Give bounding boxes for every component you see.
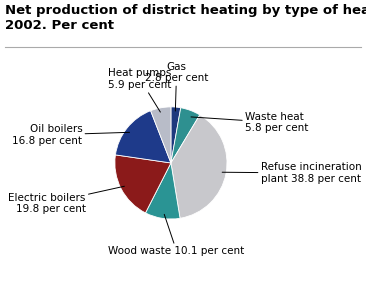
Wedge shape	[145, 163, 180, 219]
Wedge shape	[171, 107, 181, 163]
Wedge shape	[151, 107, 171, 163]
Wedge shape	[115, 111, 171, 163]
Text: Net production of district heating by type of heat central.
2002. Per cent: Net production of district heating by ty…	[5, 4, 366, 32]
Text: Heat pumps
5.9 per cent: Heat pumps 5.9 per cent	[108, 68, 172, 112]
Text: Waste heat
5.8 per cent: Waste heat 5.8 per cent	[191, 112, 308, 133]
Wedge shape	[171, 115, 227, 218]
Text: Refuse incineration
plant 38.8 per cent: Refuse incineration plant 38.8 per cent	[222, 162, 361, 184]
Text: Wood waste 10.1 per cent: Wood waste 10.1 per cent	[108, 214, 244, 256]
Wedge shape	[171, 108, 200, 163]
Text: Oil boilers
16.8 per cent: Oil boilers 16.8 per cent	[12, 124, 130, 146]
Text: Gas
2.8 per cent: Gas 2.8 per cent	[145, 62, 208, 111]
Wedge shape	[115, 155, 171, 213]
Text: Electric boilers
19.8 per cent: Electric boilers 19.8 per cent	[8, 186, 124, 214]
